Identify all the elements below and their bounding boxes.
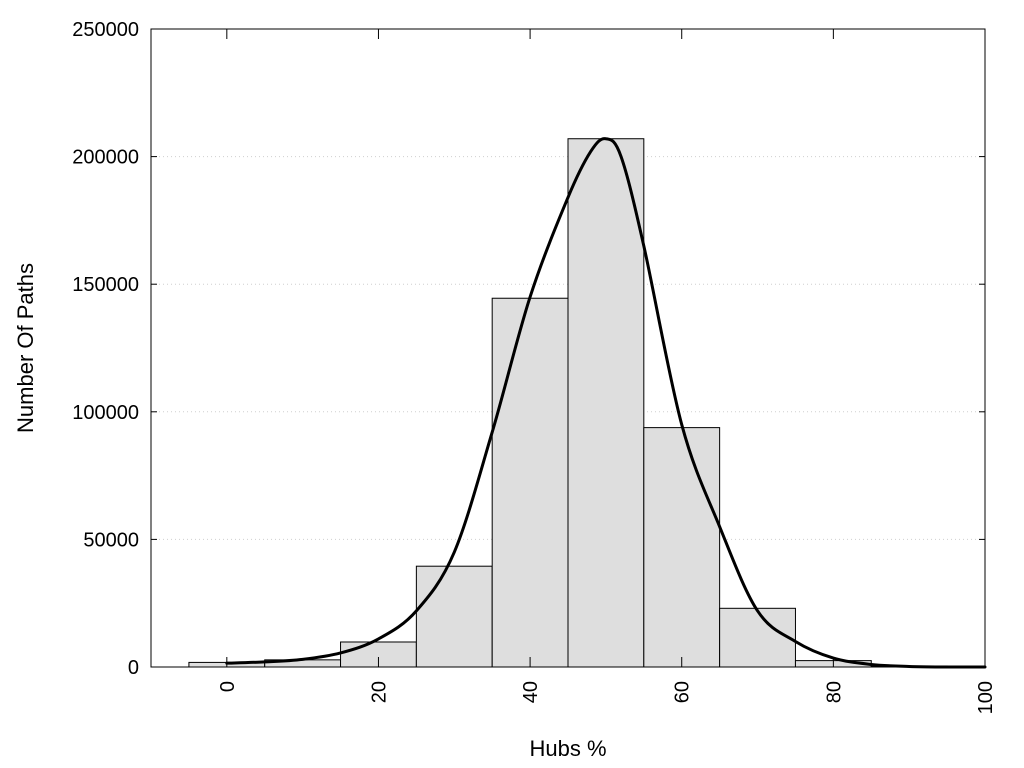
ticks	[151, 28, 986, 668]
x-tick-label: 80	[823, 681, 845, 703]
x-tick-label: 40	[520, 681, 542, 703]
x-tick-label: 60	[672, 681, 694, 703]
y-tick-label: 100000	[72, 402, 139, 424]
y-tick-label: 150000	[72, 274, 139, 296]
histogram-bar	[415, 565, 493, 668]
x-tick-label: 0	[217, 681, 239, 692]
x-tick-label: 100	[975, 681, 997, 714]
y-tick-label: 200000	[72, 147, 139, 169]
histogram-bar	[491, 297, 569, 668]
bars	[188, 138, 986, 668]
plot-frame	[150, 28, 986, 668]
histogram-bar	[719, 607, 796, 668]
x-axis-title: Hubs %	[529, 736, 606, 761]
histogram-bar	[567, 138, 645, 668]
histogram-bar	[643, 427, 721, 668]
tick-labels: 0 50000 100000 150000 200000 250000 0 20 40 60 80 1…	[72, 19, 997, 714]
y-tick-label: 250000	[72, 19, 139, 41]
y-tick-label: 50000	[83, 529, 139, 551]
y-tick-label: 0	[128, 657, 139, 679]
x-tick-label: 20	[368, 681, 390, 703]
y-axis-title: Number Of Paths	[13, 263, 38, 433]
